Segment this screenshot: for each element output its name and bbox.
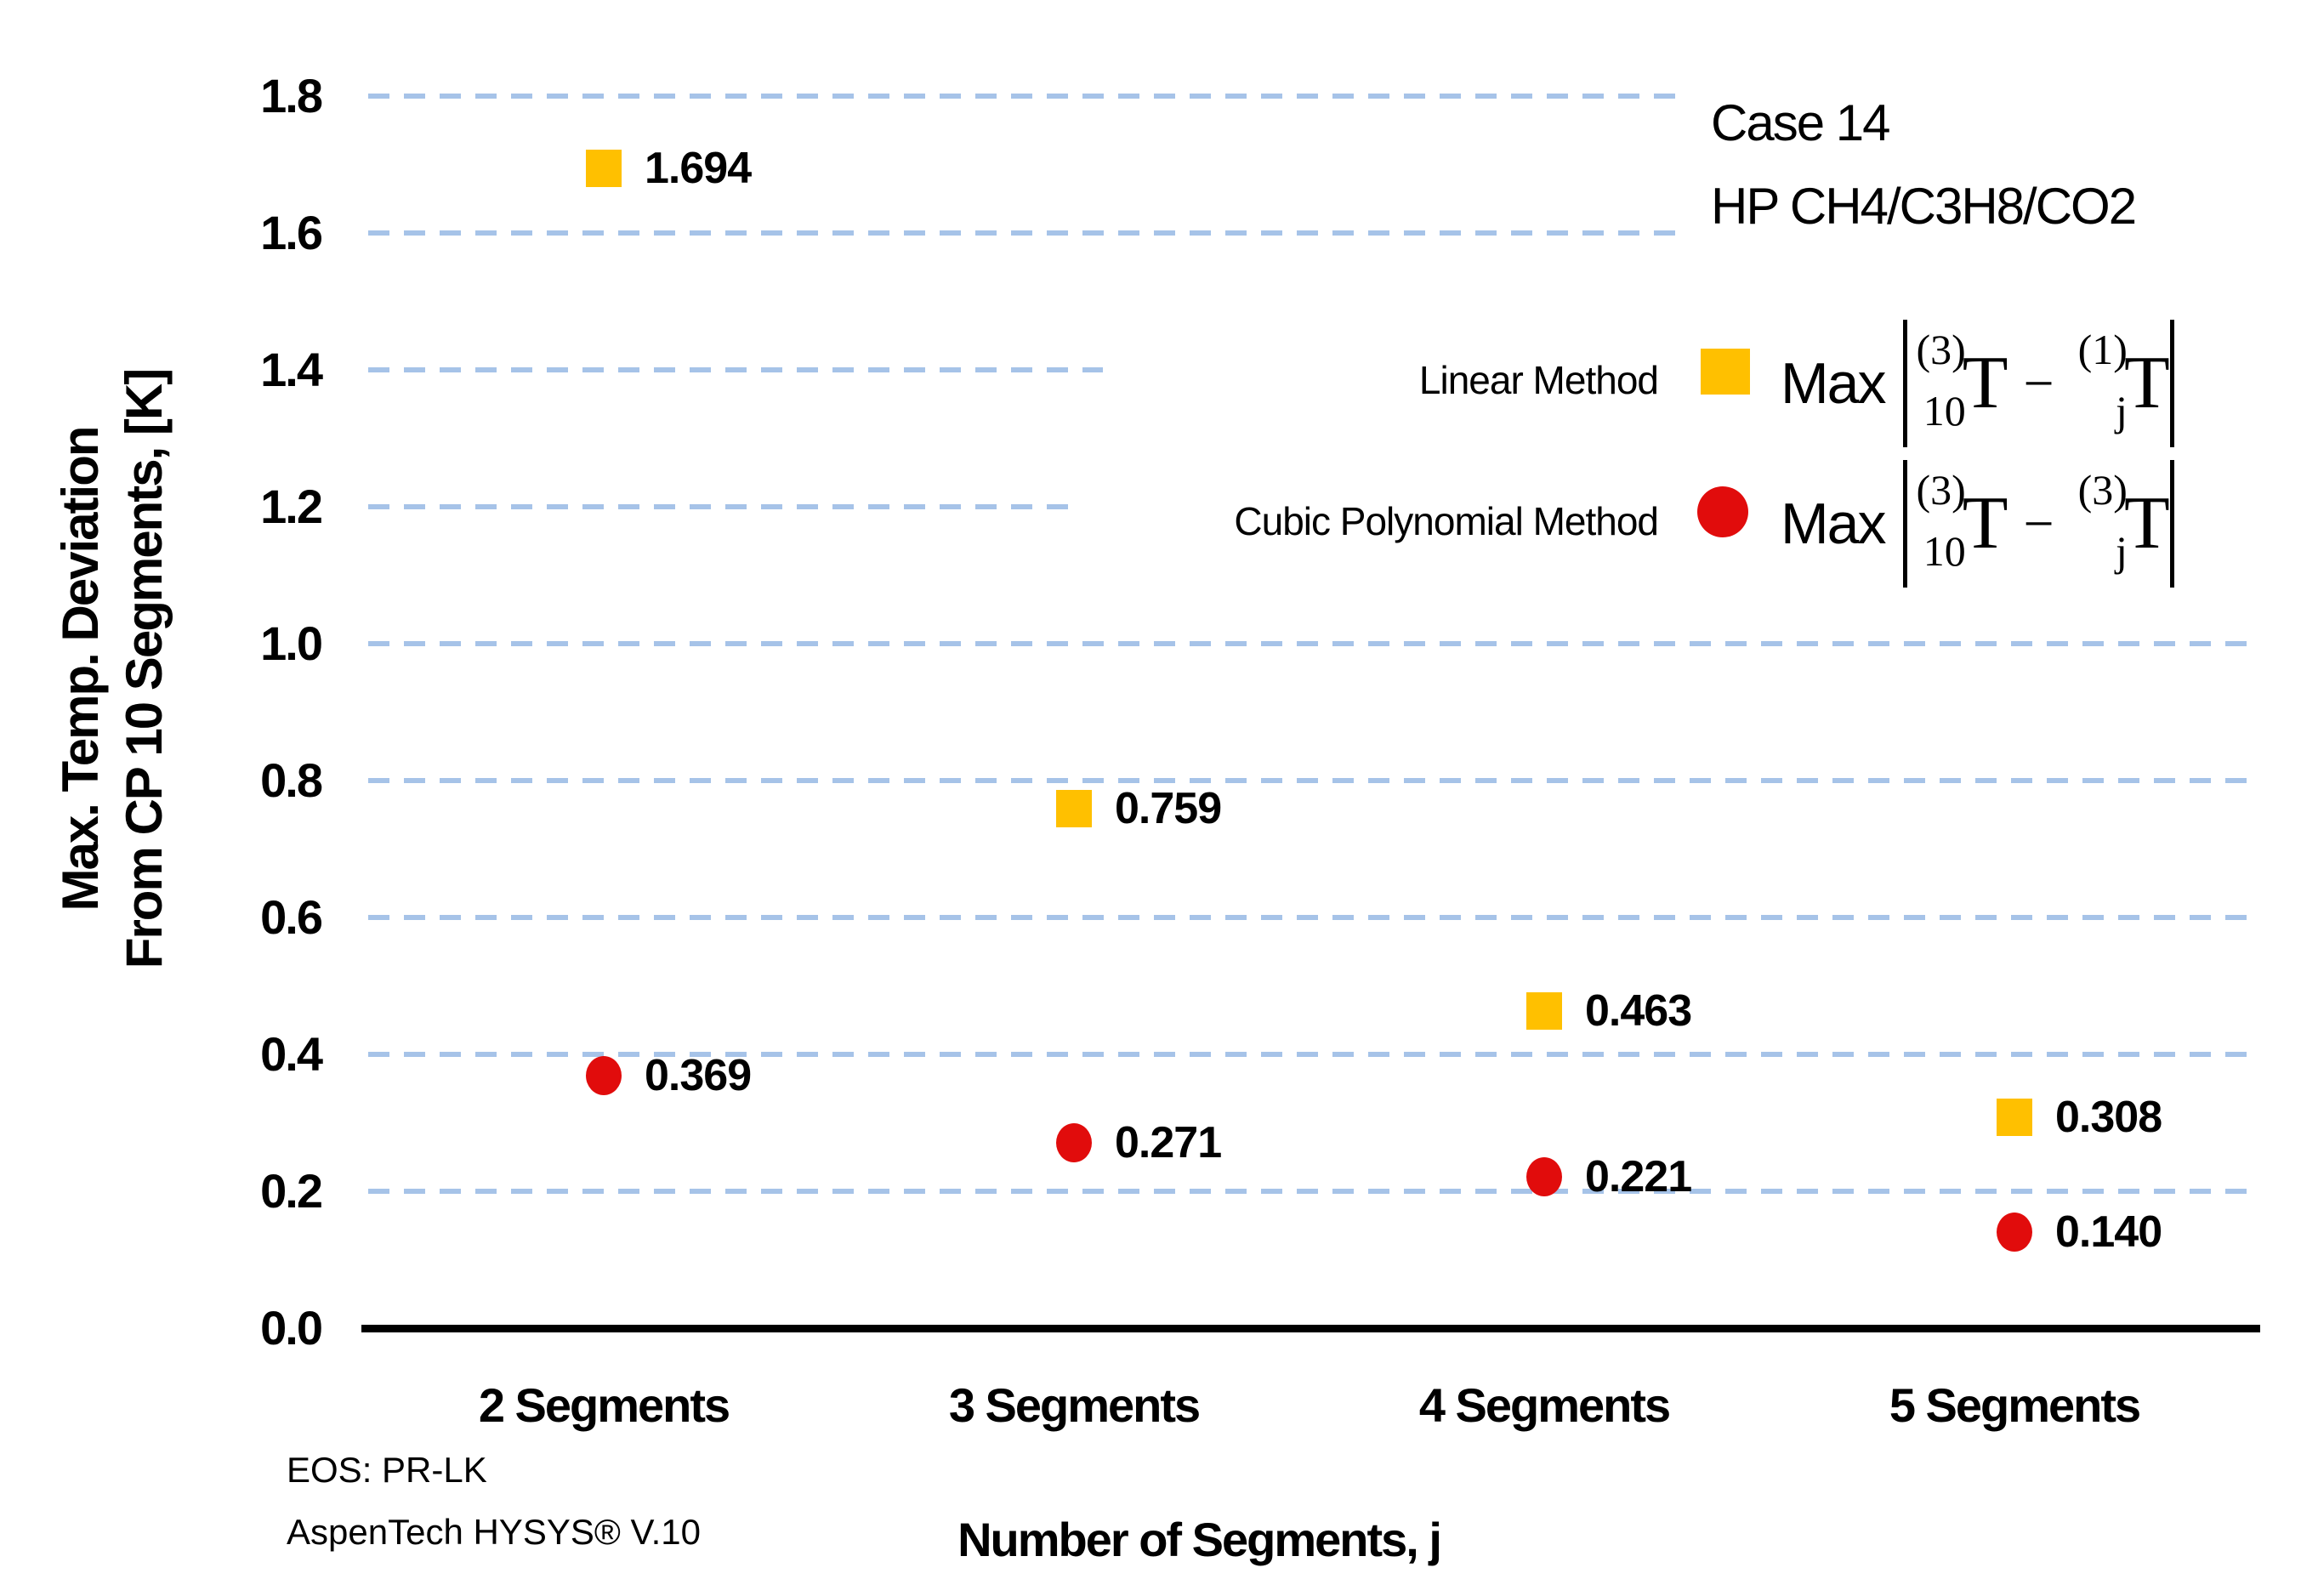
y-tick-label: 1.6: [260, 206, 323, 259]
y-tick-label: 0.6: [260, 890, 323, 944]
prescript-sup: (1): [2077, 326, 2128, 373]
category-label: 5 Segments: [1889, 1378, 2141, 1432]
y-tick-label: 1.4: [260, 343, 323, 396]
legend-label-cubic-polynomial-method: Cubic Polynomial Method: [1234, 499, 1659, 543]
formula-max-label: Max: [1781, 351, 1886, 416]
prescript-sub: 10: [1923, 527, 1966, 575]
category-label: 2 Segments: [478, 1378, 730, 1432]
formula-T: T: [1962, 342, 2008, 424]
legend-square-marker-icon: [1701, 349, 1750, 395]
footnote: EOS: PR-LK AspenTech HYSYS® V.10: [287, 1439, 701, 1563]
minus-operator: −: [2023, 493, 2054, 554]
cubic-polynomial-method-marker: [586, 1055, 622, 1095]
linear-method-marker: [586, 150, 622, 188]
prescript-sub: j: [2116, 527, 2128, 575]
cubic-polynomial-method-marker: [1526, 1157, 1562, 1197]
gridline: [368, 504, 1079, 509]
abs-bar-left-icon: [1903, 460, 1908, 588]
data-label: 0.140: [2055, 1207, 2162, 1258]
abs-bar-left-icon: [1903, 320, 1908, 447]
gridline: [368, 915, 2247, 920]
x-axis-title: Number of Segments, j: [957, 1513, 1442, 1566]
y-axis-title-line1: Max. Temp. Deviation: [52, 427, 109, 912]
gridline: [368, 230, 1679, 236]
category-label: 3 Segments: [948, 1378, 1201, 1432]
cubic-polynomial-method-marker: [1997, 1213, 2032, 1252]
minus-operator: −: [2023, 353, 2054, 413]
y-tick-label: 1.2: [260, 480, 323, 533]
prescript-sup: (3): [2077, 466, 2128, 514]
legend-formula-cubic: Max (3) 10 T − (3) j T: [1781, 459, 2174, 588]
footnote-software: AspenTech HYSYS® V.10: [287, 1512, 702, 1552]
linear-method-marker: [1526, 992, 1562, 1031]
y-tick-label: 0.8: [260, 753, 323, 807]
gridline: [368, 641, 2247, 646]
data-label: 0.308: [2055, 1093, 2162, 1143]
formula-max-label: Max: [1781, 491, 1886, 556]
abs-bar-right-icon: [2169, 320, 2174, 447]
data-label: 0.271: [1115, 1117, 1222, 1167]
abs-bar-right-icon: [2169, 460, 2174, 588]
x-axis-line: [361, 1325, 2260, 1332]
linear-method-marker: [1056, 790, 1092, 827]
y-tick-label: 0.2: [260, 1164, 323, 1218]
prescript-sup: (3): [1916, 326, 1966, 373]
y-axis-title: Max. Temp. Deviation From CP 10 Segments…: [48, 278, 176, 1060]
case-annotation: Case 14 HP CH4/C3H8/CO2: [1711, 82, 2137, 248]
y-axis-title-line2: From CP 10 Segments, [K]: [116, 369, 173, 969]
data-label: 1.694: [645, 144, 752, 194]
gridline: [368, 1189, 2247, 1194]
legend-formula-linear: Max (3) 10 T − (1) j T: [1781, 319, 2174, 448]
data-label: 0.463: [1585, 986, 1692, 1037]
prescript-stack: (3) 10: [1916, 328, 1965, 432]
category-label: 4 Segments: [1418, 1378, 1671, 1432]
prescript-sup: (3): [1916, 466, 1966, 514]
gridline: [368, 94, 1679, 99]
y-tick-label: 0.0: [260, 1301, 323, 1355]
y-tick-label: 0.4: [260, 1027, 323, 1081]
formula-T: T: [2123, 482, 2170, 565]
prescript-sub: 10: [1923, 387, 1966, 434]
gridline: [368, 1052, 2247, 1057]
data-label: 0.221: [1585, 1152, 1692, 1202]
gridline: [368, 367, 1103, 372]
prescript-stack: (3) j: [2078, 469, 2128, 572]
cubic-polynomial-method-marker: [1056, 1122, 1092, 1162]
data-label: 0.369: [645, 1050, 752, 1100]
legend-label-linear-method: Linear Method: [1418, 358, 1659, 402]
formula-T: T: [1962, 482, 2008, 565]
prescript-stack: (3) 10: [1916, 469, 1965, 572]
prescript-sub: j: [2116, 387, 2128, 434]
footnote-eos: EOS: PR-LK: [287, 1450, 487, 1490]
gridline: [368, 778, 2247, 783]
linear-method-marker: [1997, 1099, 2032, 1137]
prescript-stack: (1) j: [2078, 328, 2128, 432]
case-annotation-line2: HP CH4/C3H8/CO2: [1711, 178, 2137, 235]
formula-T: T: [2123, 342, 2170, 424]
y-tick-label: 1.8: [260, 69, 323, 122]
legend-circle-marker-icon: [1697, 486, 1748, 537]
y-tick-label: 1.0: [260, 616, 323, 670]
data-label: 0.759: [1115, 784, 1222, 833]
case-annotation-line1: Case 14: [1711, 94, 1890, 151]
